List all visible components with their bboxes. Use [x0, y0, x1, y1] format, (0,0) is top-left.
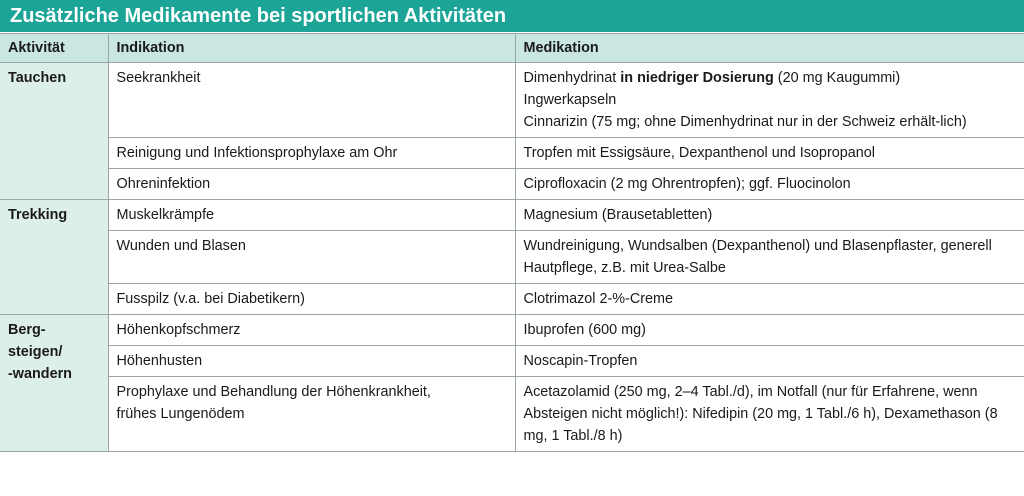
indication-cell: Fusspilz (v.a. bei Diabetikern)	[107, 283, 516, 315]
indication-text: Höhenhusten	[116, 353, 203, 369]
medication-line: Clotrimazol 2-%-Creme	[524, 288, 1017, 310]
table-body: Tauchen Seekrankheit Dimenhydrinat in nied…	[0, 62, 1024, 452]
medication-line: Tropfen mit Essigsäure, Dexpanthenol und…	[524, 142, 1017, 164]
table-row: Höhenhusten Noscapin-Tropfen	[0, 345, 1024, 377]
indication-cell: Muskelkrämpfe	[107, 199, 516, 231]
medication-text: Wundreinigung, Wundsalben (Dexpanthenol)…	[523, 238, 992, 276]
medication-cell: Wundreinigung, Wundsalben (Dexpanthenol)…	[514, 230, 1024, 284]
indication-text: Muskelkrämpfe	[116, 207, 215, 223]
activity-cell: Tauchen	[0, 62, 109, 200]
activity-text: Trekking	[8, 207, 68, 223]
column-header: Medikation	[514, 33, 1024, 63]
medication-text: Noscapin-Tropfen	[523, 353, 638, 369]
activity-text: Berg-	[8, 322, 46, 338]
medication-cell: Tropfen mit Essigsäure, Dexpanthenol und…	[514, 137, 1024, 169]
medication-text: Ingwerkapseln	[523, 92, 617, 108]
medication-cell: Clotrimazol 2-%-Creme	[514, 283, 1024, 315]
table-row: Prophylaxe und Behandlung der Höhenkrank…	[0, 376, 1024, 452]
medication-text: Magnesium (Brausetabletten)	[523, 207, 713, 223]
indication-cell: Ohreninfektion	[107, 168, 516, 200]
indication-text: Seekrankheit	[116, 70, 201, 86]
medication-text: Tropfen mit Essigsäure, Dexpanthenol und…	[523, 145, 875, 161]
activity-cell: Berg-steigen/ -wandern	[0, 314, 109, 452]
indication-cell: Reinigung und Infektionsprophylaxe am Oh…	[107, 137, 516, 169]
medication-cell: Ibuprofen (600 mg)	[514, 314, 1024, 346]
table-row: Berg-steigen/ -wandern Höhenkopfschmerz Ibu…	[0, 314, 1024, 452]
medication-cell: Dimenhydrinat in niedriger Dosierung (20…	[514, 62, 1024, 138]
indication-cell: Wunden und Blasen	[107, 230, 516, 284]
medication-cell: Acetazolamid (250 mg, 2–4 Tabl./d), im N…	[514, 376, 1024, 452]
indication-text: Höhenkopfschmerz	[116, 322, 241, 338]
column-header: Aktivität	[0, 33, 109, 63]
medication-text: Dimenhydrinat	[523, 70, 621, 86]
table-row: Tauchen Seekrankheit Dimenhydrinat in nied…	[0, 62, 1024, 200]
indication-text: Reinigung und Infektionsprophylaxe am Oh…	[116, 145, 398, 161]
medication-line: Noscapin-Tropfen	[524, 350, 1017, 372]
table-row: Ohreninfektion Ciprofloxacin (2 mg Ohrent…	[0, 168, 1024, 200]
indication-text: frühes Lungenödem	[116, 406, 245, 422]
medication-cell: Ciprofloxacin (2 mg Ohrentropfen); ggf. …	[514, 168, 1024, 200]
medication-line: Ibuprofen (600 mg)	[524, 319, 1017, 341]
medication-line: Dimenhydrinat in niedriger Dosierung (20…	[524, 67, 1017, 89]
activity-text: -wandern	[8, 366, 72, 382]
table-row: Fusspilz (v.a. bei Diabetikern) Clotrimaz…	[0, 283, 1024, 315]
indication-cell: Höhenhusten	[107, 345, 516, 377]
indication-text: Wunden und Blasen	[116, 238, 246, 254]
medication-line: Ingwerkapseln	[524, 89, 1017, 111]
medication-text: Cinnarizin (75 mg; ohne Dimenhydrinat nu…	[523, 114, 967, 130]
table-title: Zusätzliche Medikamente bei sportlichen …	[0, 0, 1024, 33]
medication-cell: Magnesium (Brausetabletten)	[514, 199, 1024, 231]
indication-text: Ohreninfektion	[116, 176, 211, 192]
indication-cell: Höhenkopfschmerz	[107, 314, 516, 346]
column-header: Indikation	[107, 33, 516, 63]
medication-table: Aktivität Indikation Medikation Tauchen See…	[0, 33, 1024, 452]
activity-text: steigen/	[8, 344, 63, 360]
medication-cell: Noscapin-Tropfen	[514, 345, 1024, 377]
medication-text: Clotrimazol 2-%-Creme	[523, 291, 674, 307]
medication-text: in niedriger Dosierung	[620, 70, 774, 86]
medication-line: Magnesium (Brausetabletten)	[524, 204, 1017, 226]
header-row: Aktivität Indikation Medikation	[0, 33, 1024, 63]
medication-line: Acetazolamid (250 mg, 2–4 Tabl./d), im N…	[524, 381, 1017, 447]
indication-text: Fusspilz (v.a. bei Diabetikern)	[116, 291, 305, 307]
table-row: Trekking Muskelkrämpfe Magnesium (Brauseta…	[0, 199, 1024, 315]
table-row: Wunden und Blasen Wundreinigung, Wundsalb…	[0, 230, 1024, 284]
activity-cell: Trekking	[0, 199, 109, 315]
medication-text: (20 mg Kaugummi)	[773, 70, 901, 86]
medication-text: Ciprofloxacin (2 mg Ohrentropfen); ggf. …	[523, 176, 851, 192]
table-row: Reinigung und Infektionsprophylaxe am Oh…	[0, 137, 1024, 169]
medication-line: Ciprofloxacin (2 mg Ohrentropfen); ggf. …	[524, 173, 1017, 195]
medication-line: Wundreinigung, Wundsalben (Dexpanthenol)…	[524, 235, 1017, 279]
indication-text: Prophylaxe und Behandlung der Höhenkrank…	[116, 384, 431, 400]
indication-cell: Seekrankheit	[107, 62, 516, 138]
medication-text: Ibuprofen (600 mg)	[523, 322, 646, 338]
medication-line: Cinnarizin (75 mg; ohne Dimenhydrinat nu…	[524, 111, 1017, 133]
medication-text: Acetazolamid (250 mg, 2–4 Tabl./d), im N…	[523, 384, 998, 444]
activity-text: Tauchen	[8, 70, 67, 86]
indication-cell: Prophylaxe und Behandlung der Höhenkrank…	[107, 376, 516, 452]
